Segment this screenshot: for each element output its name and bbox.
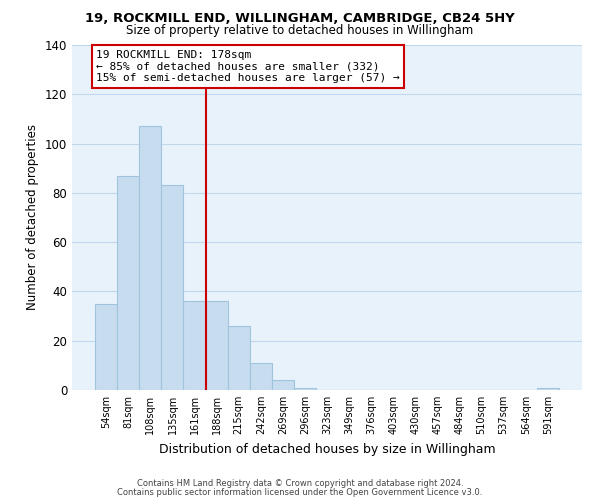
X-axis label: Distribution of detached houses by size in Willingham: Distribution of detached houses by size … [158,442,496,456]
Text: Contains HM Land Registry data © Crown copyright and database right 2024.: Contains HM Land Registry data © Crown c… [137,479,463,488]
Bar [537,388,559,390]
Text: 19 ROCKMILL END: 178sqm
← 85% of detached houses are smaller (332)
15% of semi-d: 19 ROCKMILL END: 178sqm ← 85% of detache… [96,50,400,83]
Text: Contains public sector information licensed under the Open Government Licence v3: Contains public sector information licen… [118,488,482,497]
Bar [227,326,250,390]
Text: Size of property relative to detached houses in Willingham: Size of property relative to detached ho… [127,24,473,37]
Y-axis label: Number of detached properties: Number of detached properties [26,124,39,310]
Bar [294,388,316,390]
Bar [161,186,184,390]
Bar [139,126,161,390]
Bar [184,302,206,390]
Bar [250,363,272,390]
Bar [95,304,117,390]
Bar [117,176,139,390]
Bar [272,380,294,390]
Text: 19, ROCKMILL END, WILLINGHAM, CAMBRIDGE, CB24 5HY: 19, ROCKMILL END, WILLINGHAM, CAMBRIDGE,… [85,12,515,26]
Bar [206,302,227,390]
